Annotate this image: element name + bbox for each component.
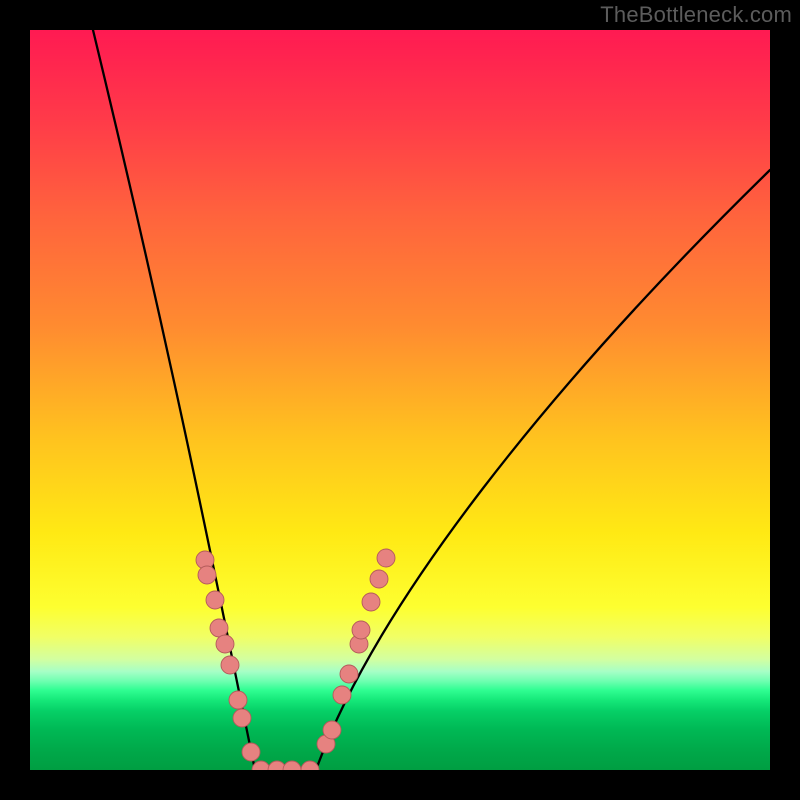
marker-point: [242, 743, 260, 761]
marker-point: [370, 570, 388, 588]
marker-point: [323, 721, 341, 739]
plot-area: [30, 30, 770, 770]
marker-point: [198, 566, 216, 584]
marker-point: [340, 665, 358, 683]
marker-point: [210, 619, 228, 637]
marker-point: [216, 635, 234, 653]
marker-point: [352, 621, 370, 639]
marker-point: [233, 709, 251, 727]
marker-point: [377, 549, 395, 567]
marker-point: [229, 691, 247, 709]
chart-frame: TheBottleneck.com: [0, 0, 800, 800]
chart-svg: [30, 30, 770, 770]
gradient-background: [30, 30, 770, 770]
marker-point: [362, 593, 380, 611]
marker-point: [333, 686, 351, 704]
marker-point: [206, 591, 224, 609]
watermark-text: TheBottleneck.com: [600, 2, 792, 28]
marker-point: [221, 656, 239, 674]
